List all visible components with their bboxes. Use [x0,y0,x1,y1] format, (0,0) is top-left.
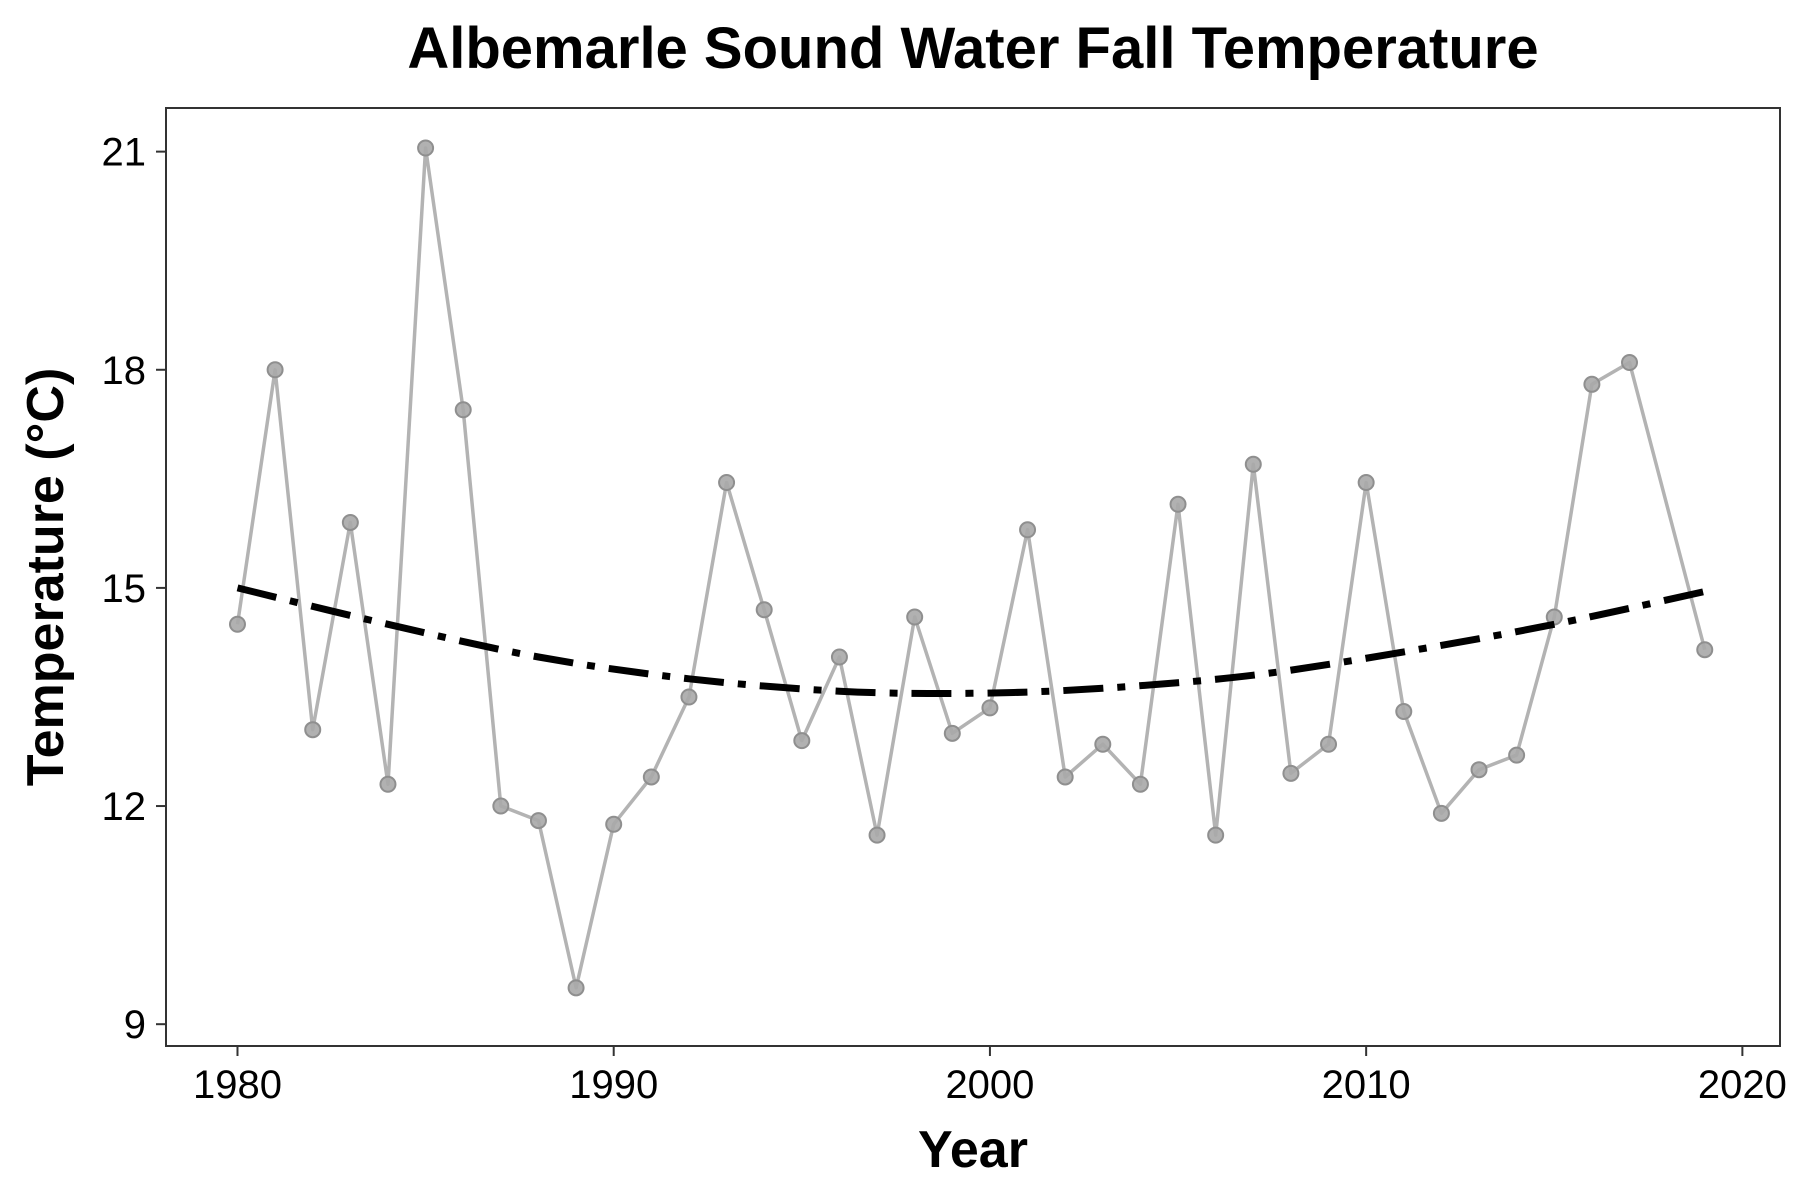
data-point [1696,641,1714,659]
data-point [1207,826,1225,844]
data-point [605,815,623,833]
data-point [417,139,435,157]
data-point [1621,353,1639,371]
x-tick-label: 2010 [1322,1063,1411,1107]
x-tick-label: 2000 [945,1063,1034,1107]
y-axis-label: Temperature (°C) [17,368,75,787]
data-point [1508,746,1526,764]
data-point [454,401,472,419]
y-tick-label: 21 [102,131,147,175]
data-point [755,601,773,619]
y-axis: 9 12 15 18 21 [102,131,166,1047]
data-point [642,768,660,786]
data-point [1357,473,1375,491]
x-tick-label: 2020 [1698,1063,1787,1107]
data-point [567,979,585,997]
x-tick-label: 1980 [193,1063,282,1107]
y-tick-label: 12 [102,785,147,829]
data-point [868,826,886,844]
data-point [1583,375,1601,393]
chart-title: Albemarle Sound Water Fall Temperature [407,16,1538,81]
y-tick-label: 15 [102,567,147,611]
data-point [1395,703,1413,721]
data-point [906,608,924,626]
data-point [1320,735,1338,753]
data-point [1056,768,1074,786]
data-point [529,812,547,830]
y-tick-label: 18 [102,349,147,393]
data-point [830,648,848,666]
trend-curve [236,584,1706,698]
data-point [943,724,961,742]
data-point [228,615,246,633]
data-point [266,361,284,379]
plot-panel [165,107,1781,1047]
data-point [793,732,811,750]
data-point [680,688,698,706]
x-axis: 1980 1990 2000 2010 2020 [193,1046,1787,1107]
x-axis-label: Year [918,1121,1028,1179]
data-point [1470,761,1488,779]
data-point [1169,495,1187,513]
data-point [1432,804,1450,822]
data-point [1094,735,1112,753]
data-point [492,797,510,815]
data-point [304,721,322,739]
data-point [1244,455,1262,473]
x-tick-label: 1990 [569,1063,658,1107]
y-tick-label: 9 [124,1003,146,1047]
data-point [1282,764,1300,782]
data-point [341,513,359,531]
data-point [1131,775,1149,793]
data-point [1019,521,1037,539]
data-point [981,699,999,717]
series-layer [228,139,1714,997]
data-point [718,473,736,491]
data-point [379,775,397,793]
